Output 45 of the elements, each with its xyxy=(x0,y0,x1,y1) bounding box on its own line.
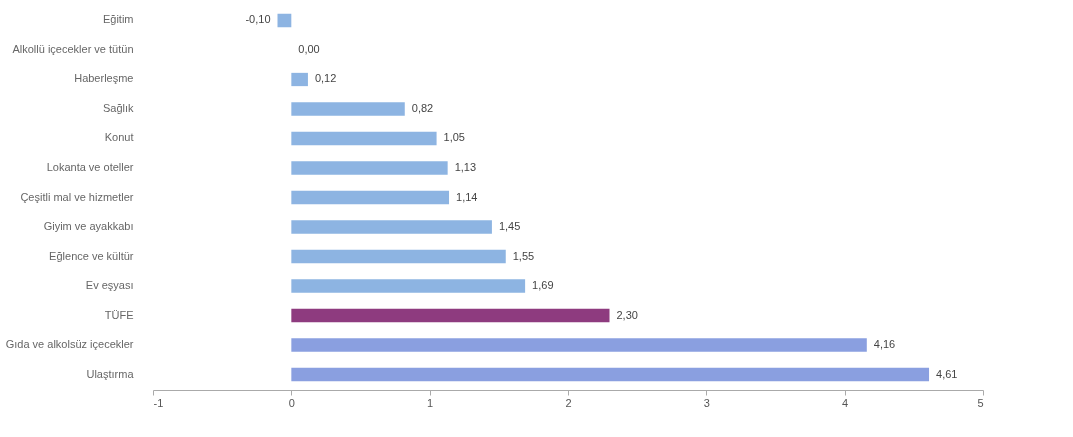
y-tick-label: Haberleşme xyxy=(74,72,134,85)
x-tick-label: 0 xyxy=(288,396,295,409)
y-tick-label: Ulaştırma xyxy=(86,367,135,380)
bar xyxy=(291,131,437,146)
bar xyxy=(291,72,308,87)
y-tick-label: Eğitim xyxy=(102,13,134,26)
bar xyxy=(291,102,405,116)
data-label: 1,05 xyxy=(443,131,466,144)
y-tick-label: Gıda ve alkolsüz içecekler xyxy=(5,338,134,351)
bar xyxy=(291,338,867,352)
bar xyxy=(291,279,526,293)
data-label: 0,82 xyxy=(411,101,434,114)
y-tick-label: Ev eşyası xyxy=(85,279,134,292)
data-label: 2,30 xyxy=(616,308,638,321)
x-tick-label: 4 xyxy=(842,396,849,409)
y-tick-label: Giyim ve ayakkabı xyxy=(43,220,134,232)
bar xyxy=(291,161,448,175)
x-tick-label: -1 xyxy=(153,396,164,409)
data-label: 1,45 xyxy=(498,220,521,232)
bar xyxy=(291,249,506,264)
bar xyxy=(291,308,610,323)
data-label: 1,69 xyxy=(532,279,554,292)
data-label: 1,55 xyxy=(512,249,535,262)
bar xyxy=(277,13,292,28)
x-tick-label: 3 xyxy=(703,396,710,409)
y-tick-label: Alkollü içecekler ve tütün xyxy=(12,42,134,55)
y-tick-label: Eğlence ve kültür xyxy=(49,249,134,262)
data-label: 0,12 xyxy=(314,72,337,85)
y-tick-label: Lokanta ve oteller xyxy=(46,161,134,173)
y-tick-label: TÜFE xyxy=(104,308,134,321)
y-tick-label: Sağlık xyxy=(102,101,134,114)
data-label: 1,13 xyxy=(454,161,477,173)
x-tick-label: 1 xyxy=(427,396,434,409)
data-label: -0,10 xyxy=(245,13,271,26)
x-tick-label: 2 xyxy=(565,396,572,409)
bar xyxy=(291,220,492,234)
x-tick-label: 5 xyxy=(977,396,984,409)
bar xyxy=(291,190,450,205)
data-label: 4,61 xyxy=(936,367,958,380)
bar xyxy=(291,367,930,382)
data-label: 4,16 xyxy=(873,338,896,351)
y-tick-label: Konut xyxy=(104,131,134,144)
data-label: 1,14 xyxy=(456,190,478,203)
y-tick-label: Çeşitli mal ve hizmetler xyxy=(20,190,134,203)
data-label: 0,00 xyxy=(298,42,320,55)
